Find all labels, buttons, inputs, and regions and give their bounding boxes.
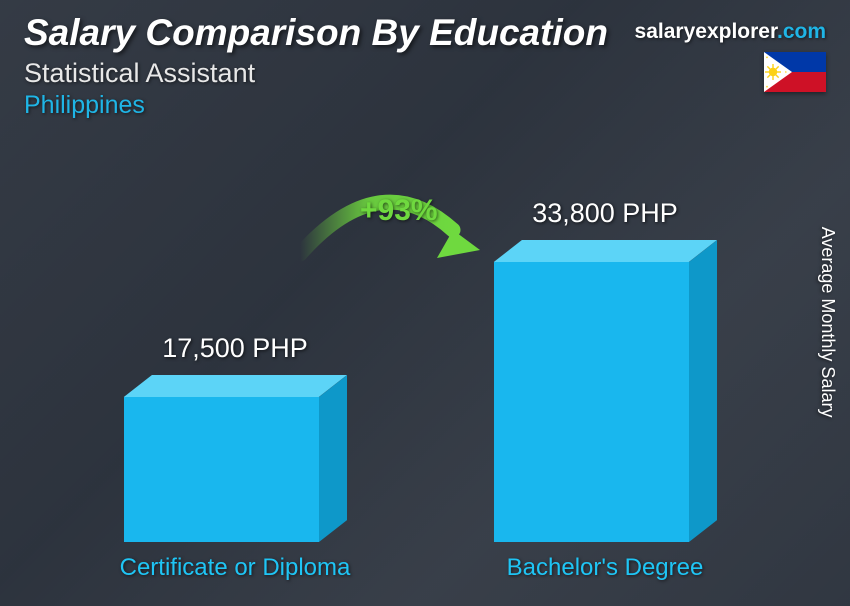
country-label: Philippines xyxy=(24,91,826,120)
bar-category: Bachelor's Degree xyxy=(460,554,750,582)
bar-category: Certificate or Diploma xyxy=(90,554,380,582)
source-suffix: .com xyxy=(777,20,826,43)
subtitle: Statistical Assistant xyxy=(24,58,826,89)
source-prefix: salaryexplorer xyxy=(635,20,777,43)
bar-chart: 17,500 PHP Certificate or Diploma 33,800 P… xyxy=(60,152,780,582)
y-axis-label: Average Monthly Salary xyxy=(817,227,838,418)
flag-icon xyxy=(764,52,826,92)
bar xyxy=(124,382,347,542)
increase-percent: +93% xyxy=(360,194,438,228)
bar-value: 33,800 PHP xyxy=(460,198,750,229)
bar-value: 17,500 PHP xyxy=(90,333,380,364)
bar-group: 33,800 PHP Bachelor's Degree xyxy=(460,198,750,582)
source-label: salaryexplorer.com xyxy=(635,20,826,44)
bar-group: 17,500 PHP Certificate or Diploma xyxy=(90,333,380,582)
bar xyxy=(494,247,717,542)
